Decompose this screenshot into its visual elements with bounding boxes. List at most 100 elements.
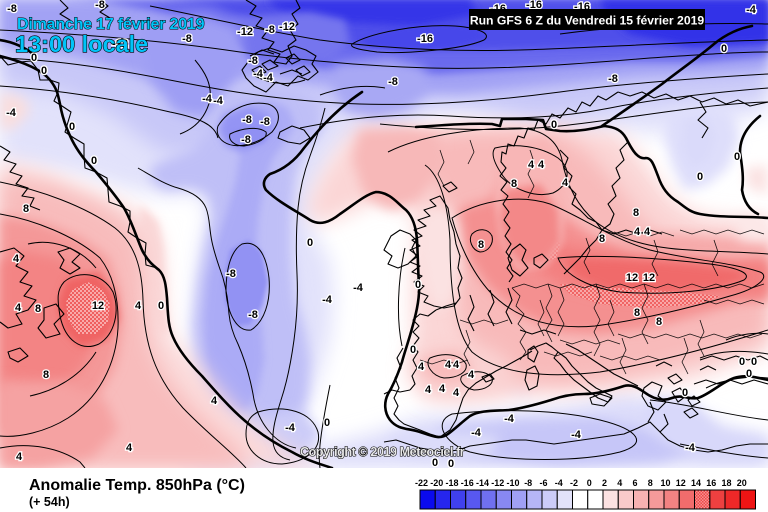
svg-text:4: 4 (439, 383, 446, 395)
svg-text:Copyright © 2019 Meteociel.fr: Copyright © 2019 Meteociel.fr (300, 445, 465, 459)
svg-text:-8: -8 (260, 116, 270, 128)
svg-text:4: 4 (453, 359, 460, 371)
svg-text:0: 0 (41, 65, 47, 77)
svg-text:0: 0 (307, 237, 313, 249)
svg-text:0: 0 (734, 151, 740, 163)
svg-text:8: 8 (35, 303, 41, 315)
svg-text:-12: -12 (279, 21, 295, 33)
svg-text:0: 0 (448, 458, 454, 470)
svg-text:Dimanche 17 février 2019: Dimanche 17 février 2019 (17, 16, 205, 33)
svg-text:8: 8 (648, 478, 653, 488)
svg-text:4: 4 (445, 359, 452, 371)
svg-text:18: 18 (721, 478, 731, 488)
svg-text:0: 0 (751, 356, 757, 368)
svg-text:-8: -8 (388, 76, 398, 88)
svg-text:20: 20 (737, 478, 747, 488)
svg-text:-14: -14 (476, 478, 489, 488)
svg-text:(+ 54h): (+ 54h) (29, 495, 70, 509)
svg-text:-18: -18 (445, 478, 458, 488)
svg-text:-4: -4 (253, 68, 264, 80)
svg-text:0: 0 (739, 356, 745, 368)
svg-text:0: 0 (324, 417, 330, 429)
svg-text:-8: -8 (248, 309, 258, 321)
svg-text:8: 8 (43, 369, 49, 381)
svg-text:4: 4 (617, 478, 622, 488)
svg-text:-4: -4 (746, 4, 757, 16)
svg-text:-4: -4 (504, 413, 515, 425)
svg-text:4: 4 (16, 451, 23, 463)
svg-text:16: 16 (706, 478, 716, 488)
svg-text:-4: -4 (202, 93, 213, 105)
svg-text:-8: -8 (7, 3, 17, 15)
svg-text:12: 12 (643, 272, 655, 284)
svg-text:8: 8 (656, 316, 662, 328)
svg-text:0: 0 (158, 300, 164, 312)
svg-text:0: 0 (587, 478, 592, 488)
svg-text:-8: -8 (248, 55, 258, 67)
svg-text:10: 10 (660, 478, 670, 488)
svg-text:-4: -4 (685, 442, 696, 454)
svg-text:Anomalie Temp. 850hPa (°C): Anomalie Temp. 850hPa (°C) (29, 477, 245, 494)
svg-text:-8: -8 (226, 268, 236, 280)
svg-text:0: 0 (721, 43, 727, 55)
svg-text:0: 0 (415, 279, 421, 291)
svg-text:-4: -4 (571, 429, 582, 441)
svg-text:-16: -16 (461, 478, 474, 488)
svg-text:-8: -8 (524, 478, 532, 488)
svg-text:8: 8 (478, 239, 484, 251)
svg-text:-4: -4 (471, 427, 482, 439)
svg-text:12: 12 (676, 478, 686, 488)
svg-text:0: 0 (697, 171, 703, 183)
svg-text:0: 0 (551, 119, 557, 131)
svg-text:-4: -4 (263, 72, 274, 84)
svg-text:0: 0 (682, 387, 688, 399)
svg-text:4: 4 (13, 253, 20, 265)
svg-text:8: 8 (511, 178, 517, 190)
svg-text:0: 0 (410, 344, 416, 356)
svg-text:-10: -10 (506, 478, 519, 488)
svg-text:4: 4 (135, 300, 142, 312)
svg-text:Run GFS 6 Z du Vendredi 15 fév: Run GFS 6 Z du Vendredi 15 février 2019 (470, 14, 705, 28)
svg-text:4: 4 (453, 387, 460, 399)
svg-text:4: 4 (634, 226, 641, 238)
svg-text:4: 4 (468, 369, 475, 381)
svg-text:-4: -4 (6, 107, 17, 119)
svg-text:2: 2 (602, 478, 607, 488)
svg-text:-8: -8 (241, 134, 251, 146)
svg-text:14: 14 (691, 478, 701, 488)
svg-text:-12: -12 (491, 478, 504, 488)
svg-text:-6: -6 (539, 478, 547, 488)
svg-text:8: 8 (633, 207, 639, 219)
svg-text:4: 4 (15, 302, 22, 314)
svg-text:-20: -20 (430, 478, 443, 488)
svg-text:-22: -22 (415, 478, 428, 488)
svg-text:-8: -8 (95, 0, 105, 11)
svg-text:4: 4 (126, 442, 133, 454)
svg-text:-4: -4 (555, 478, 563, 488)
svg-text:-4: -4 (322, 294, 333, 306)
svg-text:-8: -8 (608, 73, 618, 85)
svg-text:4: 4 (538, 159, 545, 171)
svg-text:13:00 locale: 13:00 locale (15, 31, 148, 57)
svg-text:4: 4 (528, 159, 535, 171)
svg-text:-4: -4 (353, 282, 364, 294)
svg-text:-4: -4 (285, 422, 296, 434)
svg-text:4: 4 (211, 395, 218, 407)
svg-text:8: 8 (23, 203, 29, 215)
svg-text:0: 0 (746, 368, 752, 380)
svg-text:4: 4 (562, 177, 569, 189)
svg-text:8: 8 (599, 233, 605, 245)
svg-text:12: 12 (626, 272, 638, 284)
svg-text:-8: -8 (265, 24, 275, 36)
svg-text:12: 12 (92, 300, 104, 312)
svg-text:-12: -12 (237, 26, 253, 38)
svg-text:4: 4 (418, 361, 425, 373)
svg-text:-12: -12 (112, 38, 128, 50)
svg-text:0: 0 (31, 52, 37, 64)
svg-text:-4: -4 (213, 95, 224, 107)
svg-text:0: 0 (69, 121, 75, 133)
svg-text:4: 4 (644, 226, 651, 238)
svg-text:-8: -8 (182, 33, 192, 45)
svg-text:-8: -8 (242, 114, 252, 126)
svg-text:-16: -16 (417, 33, 433, 45)
